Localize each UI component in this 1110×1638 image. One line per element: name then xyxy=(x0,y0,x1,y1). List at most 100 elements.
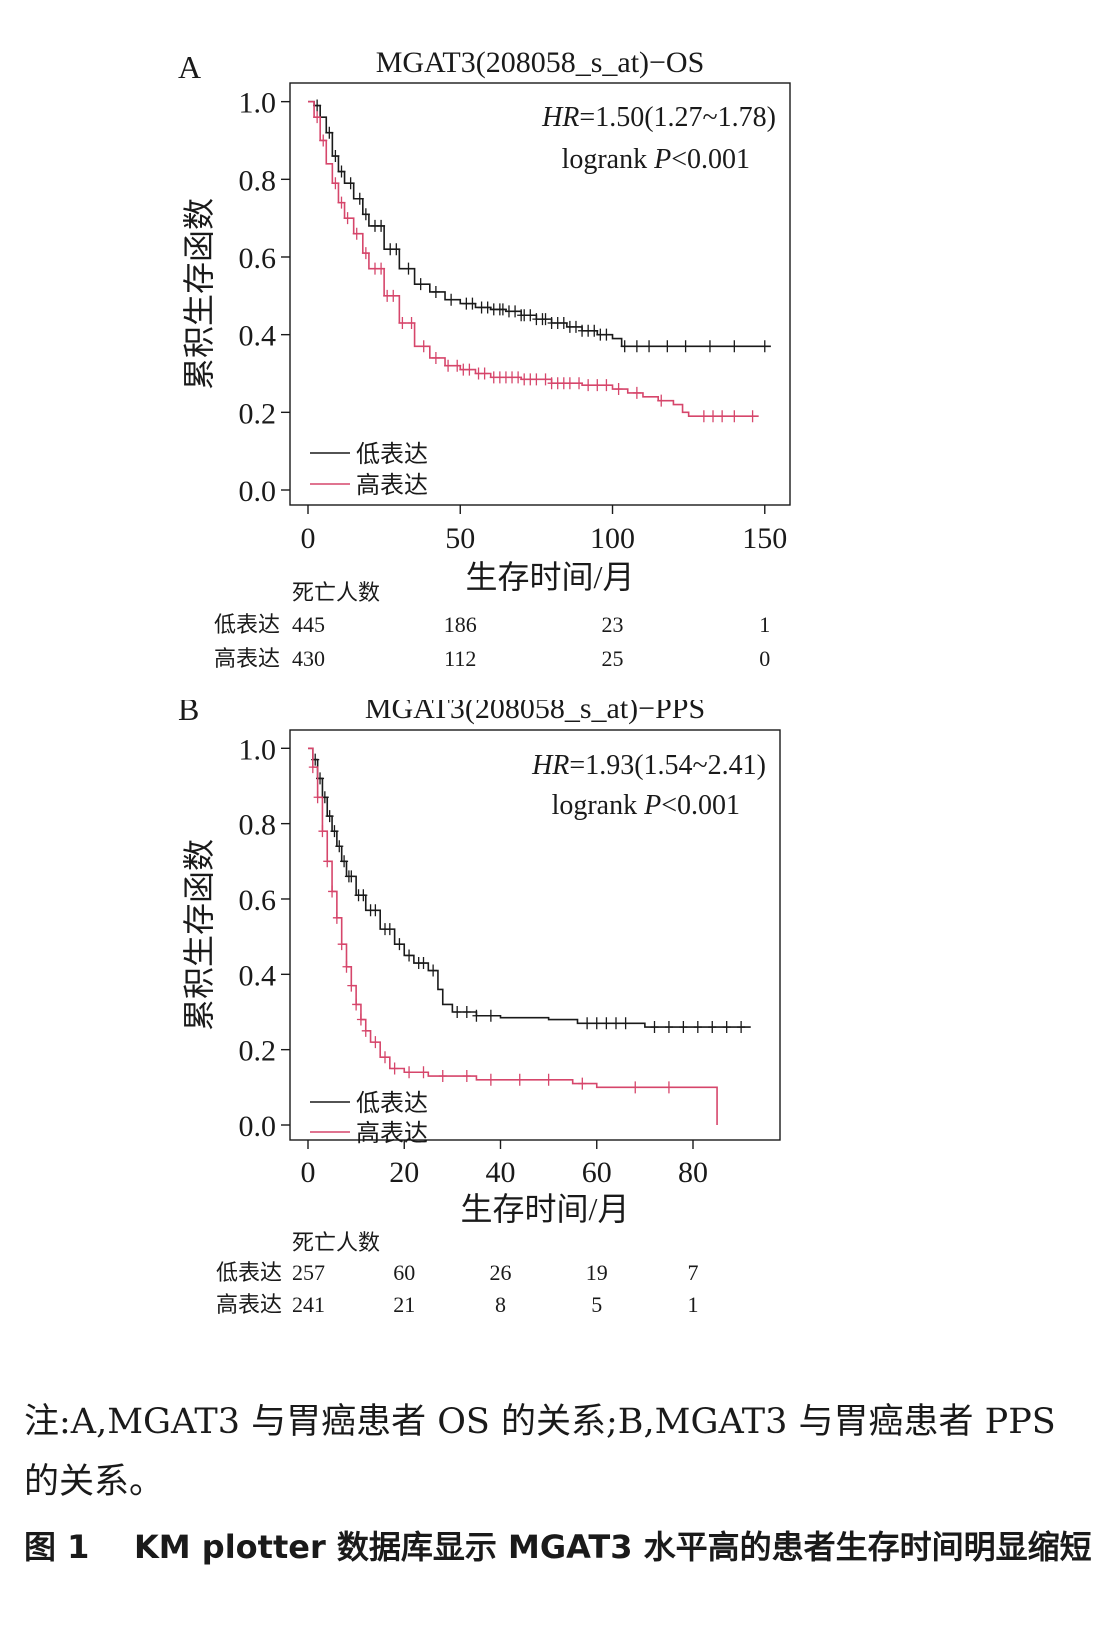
censor-mark xyxy=(486,1073,495,1086)
risk-row-label: 低表达 xyxy=(216,1260,282,1285)
y-tick-label: 0.6 xyxy=(239,884,277,917)
censor-mark xyxy=(429,964,438,977)
censor-mark xyxy=(347,979,356,992)
censor-mark xyxy=(438,1070,447,1083)
censor-mark xyxy=(419,340,428,353)
panel-label: A xyxy=(178,49,201,85)
censor-mark xyxy=(571,320,580,333)
censor-mark xyxy=(664,1081,673,1094)
censor-mark xyxy=(308,761,317,774)
censor-mark xyxy=(343,212,352,225)
censor-mark xyxy=(748,410,757,423)
risk-value: 21 xyxy=(393,1292,415,1317)
censor-mark xyxy=(679,1021,688,1034)
y-tick-label: 0.6 xyxy=(239,242,277,275)
censor-mark xyxy=(381,1051,389,1064)
censor-mark xyxy=(405,949,414,962)
risk-value: 5 xyxy=(591,1292,602,1317)
plot-frame xyxy=(289,82,791,506)
risk-value: 7 xyxy=(688,1260,699,1285)
censor-mark xyxy=(462,1005,471,1018)
km-curve-high xyxy=(308,747,718,1125)
risk-value: 25 xyxy=(602,646,624,671)
censor-mark xyxy=(331,177,340,190)
y-tick-label: 0.0 xyxy=(239,475,277,508)
x-axis-label: 生存时间/月 xyxy=(461,1191,630,1227)
y-tick-label: 1.0 xyxy=(239,733,277,766)
legend-label: 高表达 xyxy=(356,1120,428,1147)
risk-table-header: 死亡人数 xyxy=(292,580,380,605)
y-axis-label: 累积生存函数 xyxy=(181,198,217,390)
censor-mark xyxy=(602,328,611,341)
censor-mark xyxy=(361,1024,370,1037)
censor-mark xyxy=(398,317,407,330)
y-tick-label: 0.0 xyxy=(239,1110,277,1143)
censor-mark xyxy=(681,340,690,353)
censor-mark xyxy=(405,1066,414,1079)
censor-mark xyxy=(361,247,370,260)
censor-mark xyxy=(325,810,334,823)
censor-mark xyxy=(718,410,727,423)
chart-title: MGAT3(208058_s_at)−OS xyxy=(376,46,705,79)
censor-mark xyxy=(359,889,368,902)
km-panel-b: B MGAT3(208058_s_at)−PPS 0.0 0.2 0.4 0.6 0.8 1.… xyxy=(0,700,1110,1360)
risk-row-label: 高表达 xyxy=(214,646,280,671)
x-axis-label: 生存时间/月 xyxy=(466,559,635,595)
risk-value: 445 xyxy=(292,612,325,637)
censor-mark xyxy=(390,1062,399,1075)
logrank-annotation: logrank P<0.001 xyxy=(562,144,750,175)
y-tick-label: 0.8 xyxy=(239,164,277,197)
risk-value: 241 xyxy=(292,1292,325,1317)
censor-mark xyxy=(583,1017,592,1030)
censor-mark xyxy=(346,177,355,190)
legend-label: 低表达 xyxy=(356,1090,428,1117)
censor-mark xyxy=(498,303,507,316)
censor-mark xyxy=(602,1017,611,1030)
figure-note: 注:A,MGAT3 与胃癌患者 OS 的关系;B,MGAT3 与胃癌患者 PPS… xyxy=(24,1402,1056,1502)
hr-annotation: HR=1.93(1.54~2.41) xyxy=(531,750,766,781)
censor-mark xyxy=(352,998,361,1011)
censor-mark xyxy=(709,410,718,423)
y-tick-label: 1.0 xyxy=(239,87,277,120)
censor-mark xyxy=(559,317,568,330)
censor-mark xyxy=(722,1021,731,1034)
figure-caption-text: KM plotter 数据库显示 MGAT3 水平高的患者生存时间明显缩短 xyxy=(134,1528,1092,1566)
censor-mark xyxy=(431,351,440,364)
y-axis-label: 累积生存函数 xyxy=(181,839,217,1031)
hr-prefix: HR xyxy=(531,750,569,781)
censor-mark xyxy=(371,1036,380,1049)
plot-frame xyxy=(289,729,781,1141)
censor-mark xyxy=(483,301,492,314)
censor-mark xyxy=(377,219,386,232)
risk-value: 8 xyxy=(495,1292,506,1317)
km-panel-a: A MGAT3(208058_s_at)−OS 0.0 0.2 0.4 0.6 0.8 1.0… xyxy=(0,0,1110,700)
x-tick-label: 150 xyxy=(742,522,787,555)
censor-mark xyxy=(361,208,370,221)
km-chart-b: B MGAT3(208058_s_at)−PPS 0.0 0.2 0.4 0.6 0.8 1.… xyxy=(178,700,781,1317)
x-tick-label: 20 xyxy=(389,1156,419,1189)
censor-mark xyxy=(444,359,453,372)
y-tick-label: 0.2 xyxy=(239,397,277,430)
censor-mark xyxy=(737,1021,746,1034)
hr-value: =1.93(1.54~2.41) xyxy=(569,750,766,781)
km-curve-low xyxy=(308,100,771,348)
censor-mark xyxy=(468,297,477,310)
censor-mark xyxy=(472,1009,481,1022)
censor-mark xyxy=(356,1013,365,1026)
censor-mark xyxy=(332,911,341,924)
risk-value: 112 xyxy=(444,646,476,671)
risk-value: 1 xyxy=(759,612,770,637)
censor-mark xyxy=(355,192,364,205)
legend-label: 低表达 xyxy=(356,441,428,468)
risk-value: 257 xyxy=(292,1260,325,1285)
censor-mark xyxy=(514,371,523,384)
hr-annotation: HR=1.50(1.27~1.78) xyxy=(541,102,776,133)
censor-mark xyxy=(462,1070,471,1083)
censor-mark xyxy=(592,1017,601,1030)
censor-mark xyxy=(650,1021,659,1034)
censor-mark xyxy=(453,1005,462,1018)
chart-title: MGAT3(208058_s_at)−PPS xyxy=(365,700,705,725)
censor-mark xyxy=(342,960,351,973)
censor-mark xyxy=(337,165,346,178)
x-tick-label: 80 xyxy=(678,1156,708,1189)
